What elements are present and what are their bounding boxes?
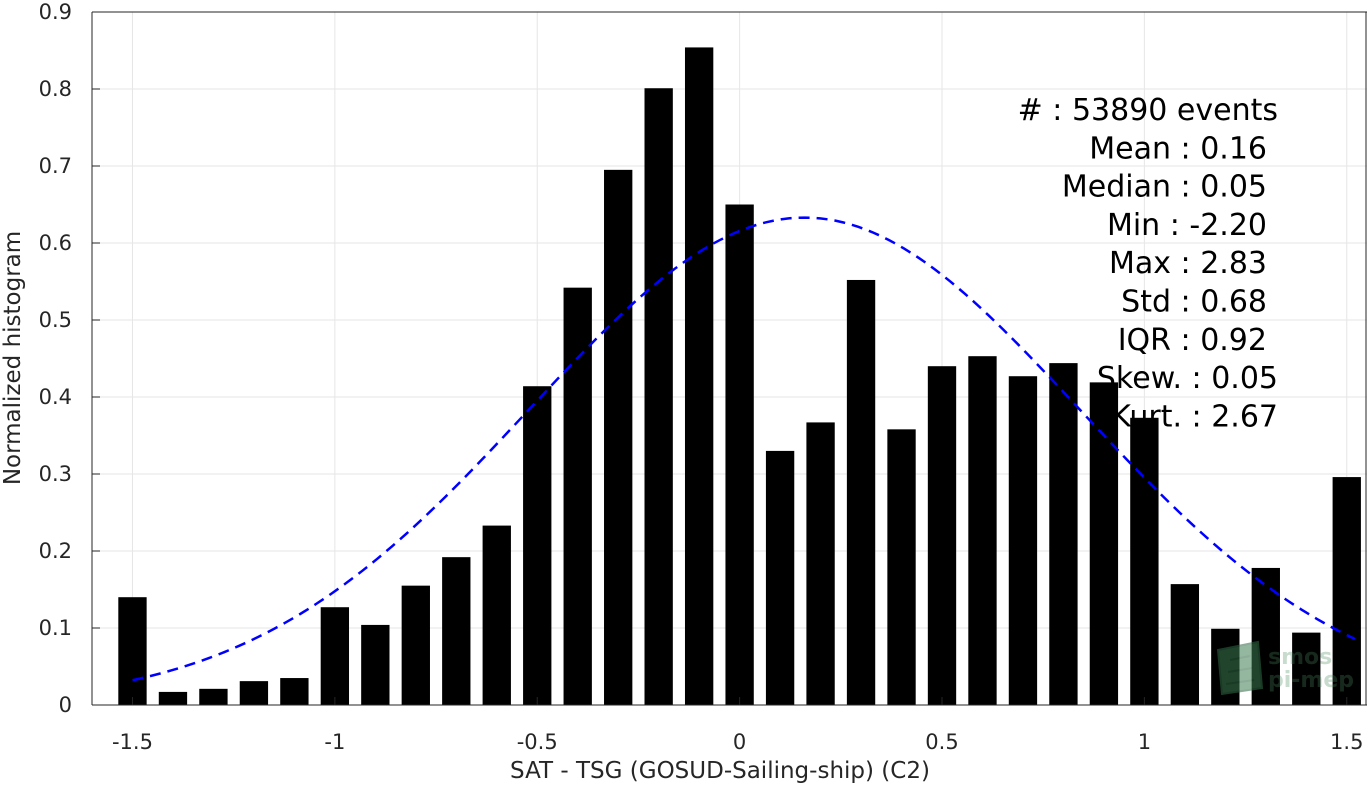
histogram-bar <box>684 47 714 706</box>
stat-line: Kurt. : 2.67 <box>1111 399 1278 434</box>
histogram-bar <box>1049 363 1078 705</box>
histogram-bar <box>1292 632 1321 705</box>
histogram-bar <box>1170 584 1200 705</box>
bars <box>118 47 1361 706</box>
logo-mark-icon <box>1216 640 1264 696</box>
stat-line: Median : 0.05 <box>1062 170 1267 205</box>
x-tick-label: 1 <box>1138 730 1151 754</box>
stat-line: # : 53890 events <box>1018 93 1278 128</box>
logo-text-pimep: pi-mep <box>1268 668 1354 693</box>
y-tick-label: 0.2 <box>39 539 72 563</box>
stat-line: Min : -2.20 <box>1107 208 1267 243</box>
stat-line: Max : 2.83 <box>1109 246 1267 281</box>
axes <box>91 11 1367 706</box>
histogram-bar <box>280 678 309 705</box>
histogram-bar <box>239 681 269 705</box>
stat-line: Std : 0.68 <box>1121 285 1267 320</box>
histogram-bar <box>887 429 916 705</box>
histogram-bar <box>118 597 147 705</box>
x-tick-label: 1.5 <box>1330 730 1363 754</box>
histogram-bar <box>482 525 511 705</box>
histogram-bar <box>320 607 350 705</box>
y-tick-label: 0.1 <box>39 616 72 640</box>
histogram-bar <box>442 557 471 705</box>
histogram-bar <box>1008 376 1038 705</box>
histogram-bar <box>199 688 228 705</box>
y-tick-label: 0 <box>59 693 72 717</box>
histogram-bar <box>846 279 876 705</box>
y-tick-label: 0.3 <box>39 462 72 486</box>
x-tick-label: -0.5 <box>517 730 558 754</box>
histogram-bar <box>927 366 957 705</box>
histogram-bar <box>725 204 754 705</box>
stat-line: IQR : 0.92 <box>1118 323 1267 358</box>
logo-text-smos: smos <box>1268 645 1332 670</box>
histogram-bar <box>158 691 188 705</box>
normal-fit-curve <box>132 216 1356 682</box>
tick-labels: -1.5 -1 -0.5 0 0.5 1 1.5 0 0.1 0.2 0.3 0.4 0.5 0.6 0.7… <box>39 0 1364 754</box>
histogram-bar <box>968 356 997 705</box>
histogram-bar <box>563 287 592 705</box>
smos-pimep-logo: smos pi-mep <box>1216 640 1354 696</box>
y-axis-label: Normalized histogram <box>0 231 26 485</box>
x-tick-label: 0.5 <box>925 730 958 754</box>
x-tick-label: 0 <box>733 730 746 754</box>
y-tick-label: 0.8 <box>39 77 72 101</box>
histogram-bar <box>1332 477 1361 705</box>
histogram-bar <box>765 450 795 705</box>
x-tick-label: -1 <box>324 730 345 754</box>
histogram-bar <box>523 386 552 705</box>
x-tick-label: -1.5 <box>112 730 153 754</box>
x-axis-label: SAT - TSG (GOSUD-Sailing-ship) (C2) <box>510 758 930 784</box>
histogram-bar <box>806 422 835 705</box>
stat-line: Mean : 0.16 <box>1089 131 1267 166</box>
y-tick-label: 0.5 <box>39 308 72 332</box>
stat-line: Skew. : 0.05 <box>1097 361 1278 396</box>
histogram-bar <box>361 624 390 705</box>
histogram-bar <box>1130 417 1159 705</box>
y-tick-label: 0.7 <box>39 154 72 178</box>
histogram-bar <box>644 88 673 706</box>
histogram-bar <box>604 169 633 706</box>
histogram-bar <box>401 585 430 705</box>
normal-fit <box>132 216 1356 682</box>
y-tick-label: 0.4 <box>39 385 72 409</box>
y-tick-label: 0.9 <box>39 0 72 24</box>
y-tick-label: 0.6 <box>39 231 72 255</box>
